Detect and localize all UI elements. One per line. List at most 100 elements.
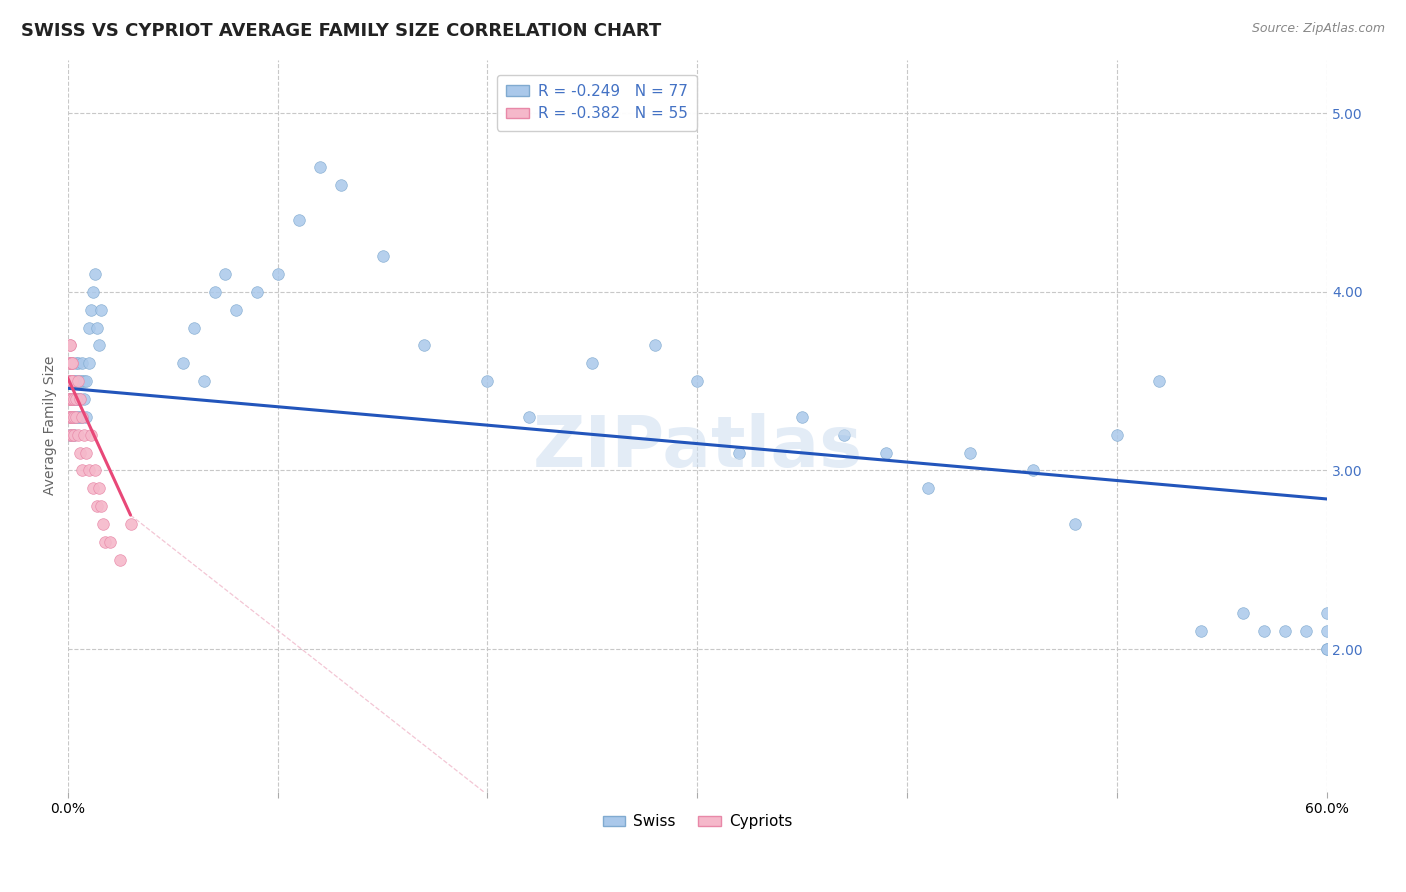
- Cypriots: [59, 392, 82, 406]
- Swiss: [644, 338, 666, 352]
- Swiss: [79, 302, 101, 317]
- Swiss: [792, 409, 814, 424]
- Cypriots: [59, 392, 82, 406]
- Swiss: [371, 249, 394, 263]
- Swiss: [65, 409, 87, 424]
- Cypriots: [59, 392, 82, 406]
- Cypriots: [59, 409, 82, 424]
- Swiss: [329, 178, 352, 192]
- Cypriots: [60, 392, 83, 406]
- Cypriots: [59, 356, 82, 370]
- Text: SWISS VS CYPRIOT AVERAGE FAMILY SIZE CORRELATION CHART: SWISS VS CYPRIOT AVERAGE FAMILY SIZE COR…: [21, 22, 661, 40]
- Cypriots: [59, 356, 82, 370]
- Swiss: [63, 374, 86, 388]
- Swiss: [1022, 463, 1045, 477]
- Swiss: [1316, 642, 1339, 657]
- Swiss: [519, 409, 541, 424]
- Cypriots: [60, 374, 83, 388]
- Cypriots: [120, 516, 142, 531]
- Swiss: [959, 445, 981, 459]
- Swiss: [581, 356, 603, 370]
- Cypriots: [70, 463, 93, 477]
- Swiss: [69, 374, 91, 388]
- Legend: Swiss, Cypriots: Swiss, Cypriots: [596, 808, 799, 836]
- Swiss: [1232, 607, 1254, 621]
- Cypriots: [82, 481, 104, 495]
- Swiss: [225, 302, 247, 317]
- Swiss: [308, 160, 330, 174]
- Swiss: [60, 392, 83, 406]
- Cypriots: [86, 499, 108, 513]
- Swiss: [875, 445, 897, 459]
- Swiss: [70, 374, 93, 388]
- Cypriots: [67, 374, 90, 388]
- Cypriots: [59, 392, 82, 406]
- Swiss: [59, 409, 82, 424]
- Swiss: [69, 409, 91, 424]
- Cypriots: [67, 427, 90, 442]
- Cypriots: [60, 374, 83, 388]
- Swiss: [477, 374, 499, 388]
- Swiss: [413, 338, 436, 352]
- Swiss: [1107, 427, 1129, 442]
- Swiss: [65, 374, 87, 388]
- Swiss: [1189, 624, 1212, 639]
- Swiss: [63, 392, 86, 406]
- Cypriots: [59, 392, 82, 406]
- Swiss: [1316, 624, 1339, 639]
- Cypriots: [60, 356, 83, 370]
- Cypriots: [91, 516, 114, 531]
- Cypriots: [59, 356, 82, 370]
- Cypriots: [60, 374, 83, 388]
- Swiss: [65, 392, 87, 406]
- Swiss: [245, 285, 267, 299]
- Cypriots: [94, 534, 117, 549]
- Swiss: [1316, 642, 1339, 657]
- Cypriots: [83, 463, 105, 477]
- Text: Source: ZipAtlas.com: Source: ZipAtlas.com: [1251, 22, 1385, 36]
- Swiss: [1295, 624, 1317, 639]
- Swiss: [59, 374, 82, 388]
- Swiss: [917, 481, 939, 495]
- Swiss: [60, 409, 83, 424]
- Swiss: [204, 285, 226, 299]
- Cypriots: [59, 338, 82, 352]
- Swiss: [86, 320, 108, 334]
- Swiss: [87, 338, 110, 352]
- Swiss: [287, 213, 309, 227]
- Cypriots: [59, 374, 82, 388]
- Swiss: [60, 356, 83, 370]
- Cypriots: [60, 356, 83, 370]
- Swiss: [172, 356, 194, 370]
- Cypriots: [63, 427, 86, 442]
- Cypriots: [77, 463, 100, 477]
- Swiss: [67, 409, 90, 424]
- Swiss: [60, 374, 83, 388]
- Cypriots: [59, 427, 82, 442]
- Swiss: [1316, 607, 1339, 621]
- Cypriots: [70, 409, 93, 424]
- Swiss: [59, 392, 82, 406]
- Swiss: [73, 392, 96, 406]
- Cypriots: [59, 374, 82, 388]
- Cypriots: [108, 553, 131, 567]
- Cypriots: [60, 409, 83, 424]
- Swiss: [73, 374, 96, 388]
- Swiss: [77, 320, 100, 334]
- Cypriots: [59, 409, 82, 424]
- Swiss: [77, 356, 100, 370]
- Swiss: [67, 374, 90, 388]
- Cypriots: [60, 427, 83, 442]
- Cypriots: [59, 374, 82, 388]
- Cypriots: [79, 427, 101, 442]
- Cypriots: [63, 392, 86, 406]
- Cypriots: [65, 409, 87, 424]
- Swiss: [67, 392, 90, 406]
- Swiss: [266, 267, 288, 281]
- Cypriots: [59, 356, 82, 370]
- Swiss: [834, 427, 856, 442]
- Swiss: [83, 267, 105, 281]
- Swiss: [686, 374, 709, 388]
- Swiss: [75, 374, 97, 388]
- Swiss: [1253, 624, 1275, 639]
